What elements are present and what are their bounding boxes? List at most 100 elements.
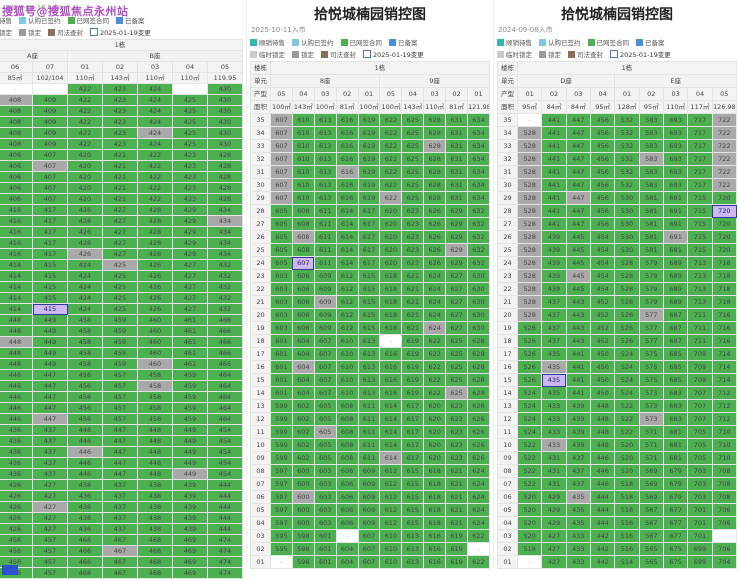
unit-cell[interactable]: 449 — [32, 325, 68, 337]
unit-cell[interactable]: 530 — [614, 243, 640, 257]
unit-cell[interactable]: 456 — [67, 402, 103, 414]
unit-cell[interactable]: 715 — [687, 204, 713, 218]
unit-cell[interactable]: 626 — [467, 438, 490, 452]
unit-cell[interactable]: 449 — [32, 347, 68, 359]
unit-cell[interactable]: 409 — [32, 94, 68, 106]
unit-cell[interactable]: 603 — [313, 464, 337, 478]
unit-cell[interactable]: 701 — [687, 503, 713, 517]
unit-cell[interactable]: 528 — [516, 269, 543, 283]
unit-cell[interactable]: 448 — [0, 314, 33, 326]
unit-cell[interactable]: 423 — [102, 94, 138, 106]
unit-cell[interactable]: 437 — [102, 523, 138, 535]
unit-cell[interactable]: 461 — [172, 336, 208, 348]
unit-cell[interactable]: 625 — [401, 165, 425, 179]
unit-cell[interactable]: 614 — [379, 438, 403, 452]
unit-cell[interactable]: 449 — [172, 446, 208, 458]
unit-cell[interactable]: 428 — [137, 237, 173, 249]
unit-cell[interactable]: 438 — [137, 512, 173, 524]
unit-cell[interactable]: 607 — [270, 113, 293, 127]
unit-cell[interactable]: 426 — [67, 248, 103, 260]
unit-cell[interactable]: 567 — [638, 503, 664, 517]
unit-cell[interactable]: 415 — [32, 303, 68, 315]
unit-cell[interactable]: 630 — [467, 295, 490, 309]
unit-cell[interactable]: 619 — [401, 386, 425, 400]
unit-cell[interactable]: 430 — [207, 138, 243, 150]
unit-cell[interactable]: 712 — [711, 412, 738, 426]
unit-cell[interactable]: 458 — [67, 325, 103, 337]
unit-cell[interactable]: 457 — [32, 534, 68, 546]
unit-cell[interactable]: 427 — [102, 237, 138, 249]
unit-cell[interactable]: 624 — [423, 308, 447, 322]
unit-cell[interactable]: 420 — [67, 182, 103, 194]
unit-cell[interactable]: 722 — [711, 126, 738, 140]
unit-cell[interactable]: 436 — [0, 424, 33, 436]
unit-cell[interactable]: 456 — [67, 369, 103, 381]
unit-cell[interactable]: 430 — [207, 116, 243, 128]
unit-cell[interactable]: 628 — [467, 360, 490, 374]
unit-cell[interactable]: 422 — [67, 116, 103, 128]
unit-cell[interactable]: 444 — [207, 490, 243, 502]
unit-cell[interactable]: 406 — [0, 193, 33, 205]
unit-cell[interactable]: 703 — [687, 490, 713, 504]
unit-cell[interactable]: 717 — [687, 139, 713, 153]
unit-cell[interactable]: 421 — [102, 193, 138, 205]
unit-cell[interactable]: 446 — [67, 424, 103, 436]
unit-cell[interactable]: 575 — [638, 373, 664, 387]
unit-cell[interactable]: 427 — [102, 248, 138, 260]
unit-cell[interactable]: 429 — [172, 237, 208, 249]
unit-cell[interactable]: 460 — [137, 314, 173, 326]
unit-cell[interactable]: 718 — [711, 295, 738, 309]
unit-cell[interactable]: 625 — [401, 191, 425, 205]
unit-cell[interactable]: 407 — [32, 171, 68, 183]
unit-cell[interactable]: 454 — [207, 435, 243, 447]
unit-cell[interactable]: 530 — [614, 230, 640, 244]
unit-cell[interactable]: 624 — [423, 295, 447, 309]
unit-cell[interactable]: 615 — [357, 295, 381, 309]
unit-cell[interactable]: 575 — [638, 347, 664, 361]
unit-cell[interactable]: 622 — [423, 334, 447, 348]
unit-cell[interactable]: 606 — [291, 295, 315, 309]
unit-cell[interactable]: 622 — [379, 178, 403, 192]
unit-cell[interactable]: 423 — [102, 138, 138, 150]
unit-cell[interactable]: 600 — [291, 516, 315, 530]
unit-cell[interactable]: 687 — [662, 321, 689, 335]
unit-cell[interactable]: 422 — [67, 105, 103, 117]
unit-cell[interactable]: 613 — [313, 139, 337, 153]
unit-cell[interactable]: 441 — [541, 113, 567, 127]
unit-cell[interactable]: 606 — [335, 490, 359, 504]
unit-cell[interactable]: 438 — [137, 501, 173, 513]
unit-cell[interactable]: 624 — [467, 464, 490, 478]
unit-cell[interactable]: 422 — [137, 171, 173, 183]
unit-cell[interactable]: 422 — [137, 149, 173, 161]
unit-cell[interactable]: 432 — [207, 281, 243, 293]
unit-cell[interactable]: 705 — [687, 451, 713, 465]
unit-cell[interactable]: 629 — [445, 230, 469, 244]
unit-cell[interactable]: 466 — [207, 358, 243, 370]
unit-cell[interactable]: - — [516, 113, 543, 127]
unit-cell[interactable]: 603 — [270, 269, 293, 283]
unit-cell[interactable]: 605 — [313, 451, 337, 465]
unit-cell[interactable]: 600 — [291, 490, 315, 504]
unit-cell[interactable]: 602 — [291, 412, 315, 426]
unit-cell[interactable]: 447 — [32, 391, 68, 403]
unit-cell[interactable]: 601 — [313, 529, 337, 543]
unit-cell[interactable]: 614 — [379, 451, 403, 465]
unit-cell[interactable]: 691 — [662, 243, 689, 257]
unit-cell[interactable]: 468 — [137, 556, 173, 568]
unit-cell[interactable]: 608 — [335, 399, 359, 413]
unit-cell[interactable]: 429 — [541, 503, 567, 517]
unit-cell[interactable]: 445 — [565, 269, 591, 283]
unit-cell[interactable]: 617 — [357, 230, 381, 244]
unit-cell[interactable]: 605 — [313, 425, 337, 439]
unit-cell[interactable]: 422 — [67, 83, 103, 95]
unit-cell[interactable]: 693 — [662, 139, 689, 153]
unit-cell[interactable]: 602 — [291, 425, 315, 439]
unit-cell[interactable]: 609 — [313, 321, 337, 335]
unit-cell[interactable]: 456 — [589, 165, 616, 179]
unit-cell[interactable]: 474 — [207, 545, 243, 557]
unit-cell[interactable]: 454 — [207, 468, 243, 480]
unit-cell[interactable]: 597 — [270, 516, 293, 530]
unit-cell[interactable]: 609 — [313, 282, 337, 296]
unit-cell[interactable]: 435 — [541, 347, 567, 361]
unit-cell[interactable]: 693 — [662, 178, 689, 192]
